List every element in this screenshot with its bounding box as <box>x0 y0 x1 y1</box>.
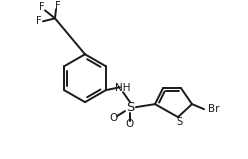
Text: F: F <box>39 2 45 12</box>
Text: F: F <box>36 16 42 26</box>
Text: Br: Br <box>208 104 219 114</box>
Text: F: F <box>55 1 61 11</box>
Text: O: O <box>126 119 134 129</box>
Text: NH: NH <box>115 83 131 93</box>
Text: S: S <box>176 117 182 127</box>
Text: O: O <box>109 113 117 123</box>
Text: S: S <box>126 101 134 114</box>
